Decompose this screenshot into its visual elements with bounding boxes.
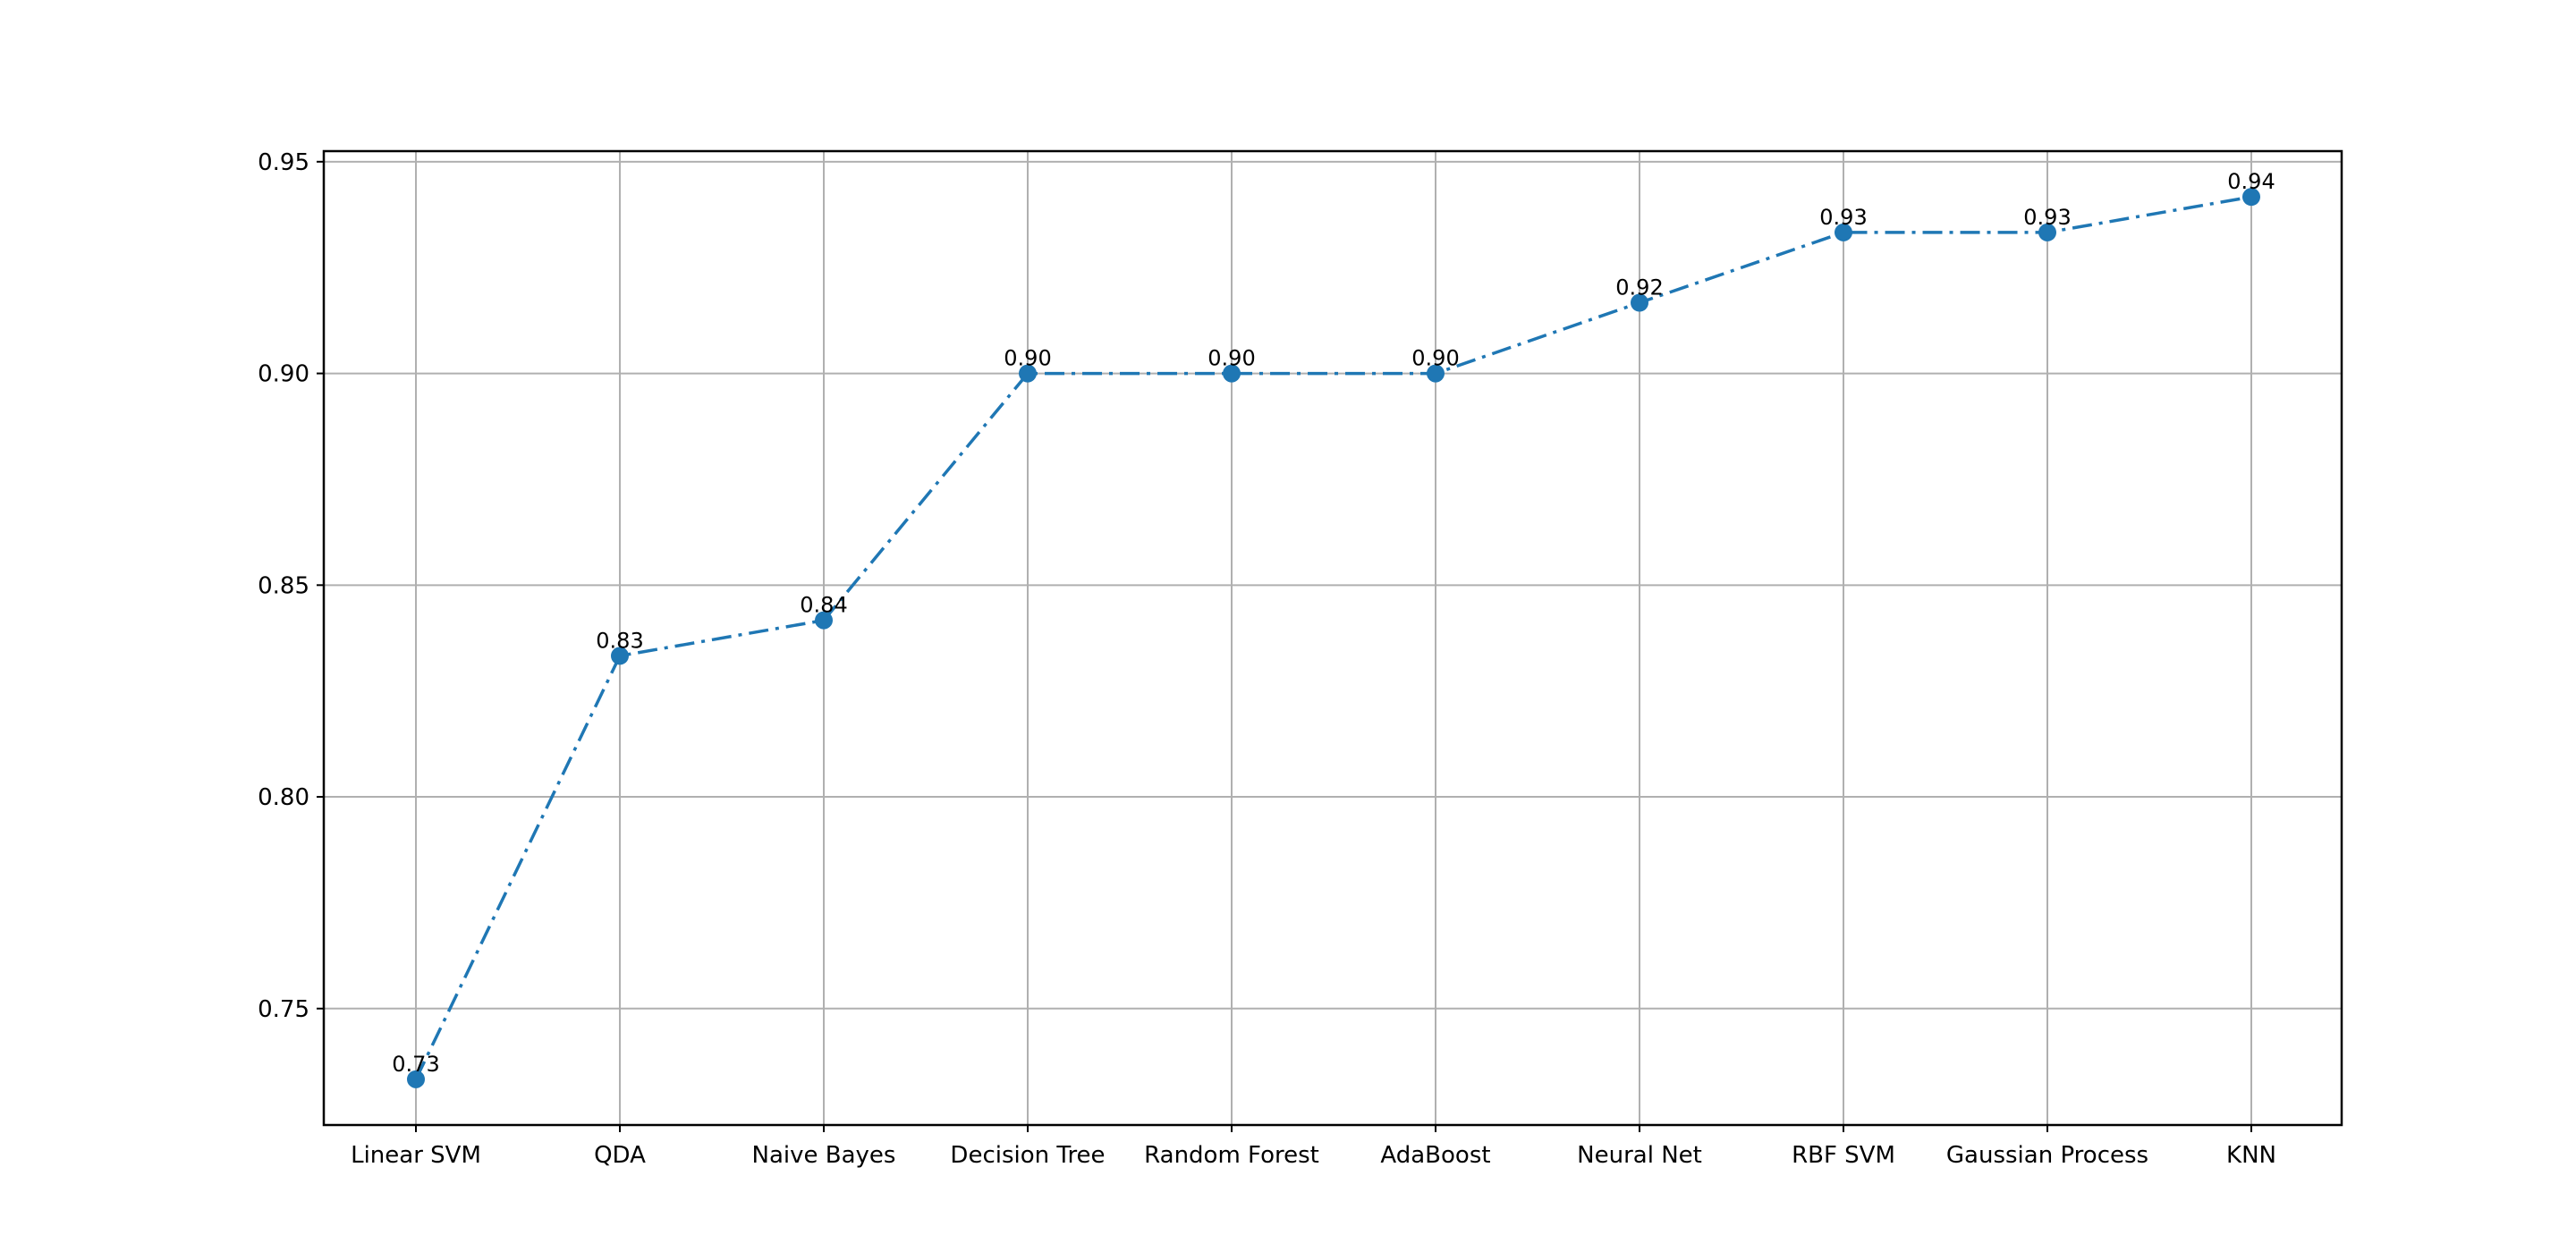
data-labels: 0.73 0.83 0.84 0.90 0.90 0.90 0.92 0.93 0.93 0.94 [392, 169, 2275, 1077]
data-label: 0.93 [1819, 205, 1867, 230]
x-tick-label: Random Forest [1144, 1142, 1319, 1169]
y-tick-label: 0.85 [258, 572, 309, 599]
data-point [2242, 188, 2260, 207]
data-point [1631, 293, 1648, 312]
y-tick-label: 0.80 [258, 784, 309, 811]
y-tick-label: 0.75 [258, 996, 309, 1023]
x-axis-ticks: Linear SVM QDA Naive Bayes Decision Tree Ran… [351, 1125, 2276, 1169]
y-axis-ticks: 0.75 0.80 0.85 0.90 0.95 [258, 149, 324, 1023]
y-tick-label: 0.95 [258, 149, 309, 176]
x-tick-label: RBF SVM [1792, 1142, 1895, 1169]
x-tick-label: Gaussian Process [1946, 1142, 2148, 1169]
data-label: 0.73 [392, 1052, 439, 1077]
x-tick-label: Linear SVM [351, 1142, 481, 1169]
series-markers [407, 188, 2260, 1088]
data-label: 0.90 [1208, 346, 1255, 371]
data-label: 0.83 [596, 628, 643, 653]
series-line [414, 195, 2252, 1080]
grid-lines [324, 151, 2342, 1125]
x-tick-label: Decision Tree [950, 1142, 1105, 1169]
data-point [1019, 364, 1037, 383]
data-label: 0.92 [1615, 275, 1663, 300]
plot-border [322, 149, 2343, 1127]
series-line-path [414, 195, 2252, 1080]
plot-frame [322, 149, 2343, 1127]
data-label: 0.90 [1411, 346, 1459, 371]
data-point [1427, 364, 1445, 383]
data-label: 0.93 [2023, 205, 2071, 230]
x-tick-label: AdaBoost [1380, 1142, 1490, 1169]
data-point [815, 611, 833, 630]
data-label: 0.94 [2227, 169, 2275, 194]
data-point [1835, 223, 1852, 241]
data-label: 0.84 [800, 593, 847, 618]
x-tick-label: Naive Bayes [752, 1142, 896, 1169]
data-point [2038, 223, 2056, 241]
y-tick-label: 0.90 [258, 361, 309, 388]
data-point [1223, 364, 1241, 383]
x-tick-label: Neural Net [1577, 1142, 1702, 1169]
data-point [611, 647, 629, 665]
x-tick-label: KNN [2226, 1142, 2276, 1169]
x-tick-label: QDA [594, 1142, 646, 1169]
data-label: 0.90 [1004, 346, 1051, 371]
data-point [407, 1070, 425, 1088]
